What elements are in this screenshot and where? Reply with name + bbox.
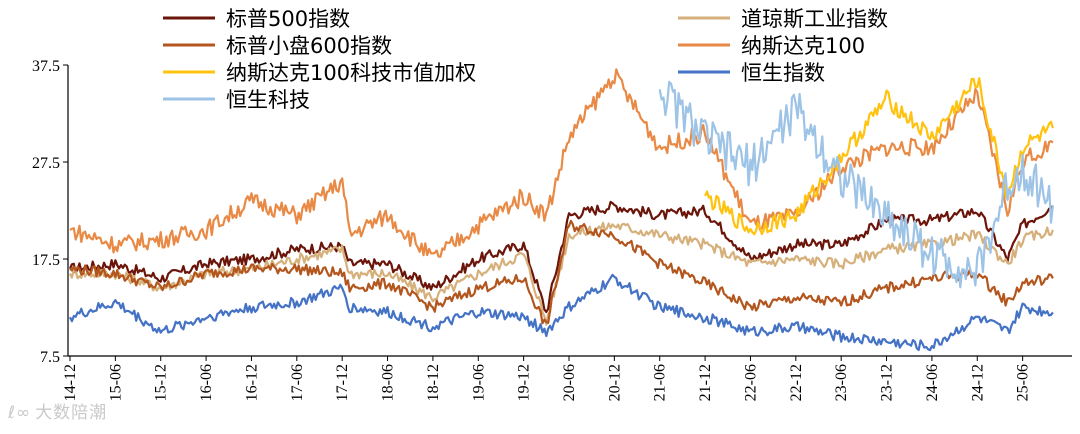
legend-label-2: 标普小盘600指数 bbox=[226, 34, 392, 58]
series-line-4 bbox=[704, 77, 1054, 236]
watermark: ℓ∞ 大数陪潮 bbox=[8, 398, 107, 423]
x-tick-label: 17-12 bbox=[334, 364, 351, 401]
x-tick-label: 16-12 bbox=[243, 364, 260, 401]
x-tick-label: 14-12 bbox=[62, 364, 79, 401]
series-line-2 bbox=[69, 219, 1054, 325]
x-tick-label: 20-06 bbox=[561, 364, 578, 401]
x-tick-label: 24-06 bbox=[924, 364, 941, 401]
legend-label-4: 纳斯达克100科技市值加权 bbox=[226, 61, 476, 85]
legend-label-1: 道琼斯工业指数 bbox=[741, 7, 888, 31]
legend-label-5: 恒生指数 bbox=[741, 61, 825, 85]
x-tick-label: 16-06 bbox=[198, 364, 215, 401]
axes: 7.5 17.5 27.5 37.5 14-12 15-06 15-12 16-06 16-12… bbox=[32, 58, 1072, 401]
x-tick-label: 23-12 bbox=[879, 364, 896, 401]
x-tick-label: 22-06 bbox=[742, 364, 759, 401]
x-tick-label: 22-12 bbox=[788, 364, 805, 401]
series-line-3 bbox=[69, 68, 1054, 258]
watermark-text: 大数陪潮 bbox=[35, 403, 108, 423]
x-tick-label: 21-12 bbox=[697, 364, 714, 401]
series-line-5 bbox=[69, 273, 1054, 352]
x-tick-label: 19-12 bbox=[516, 364, 533, 401]
x-tick-label: 18-12 bbox=[425, 364, 442, 401]
x-tick-label: 15-06 bbox=[107, 364, 124, 401]
watermark-logo-icon: ℓ∞ bbox=[8, 403, 32, 423]
x-tick-label: 17-06 bbox=[289, 364, 306, 401]
x-tick-label: 20-12 bbox=[606, 364, 623, 401]
x-tick-label: 21-06 bbox=[652, 364, 669, 401]
x-tick-label: 19-06 bbox=[470, 364, 487, 401]
legend-label-0: 标普500指数 bbox=[226, 7, 350, 31]
x-tick-label: 23-06 bbox=[833, 364, 850, 401]
legend-label-6: 恒生科技 bbox=[226, 88, 310, 112]
x-tick-label: 25-06 bbox=[1015, 364, 1032, 401]
series-line-6 bbox=[658, 80, 1054, 289]
y-tick-label: 37.5 bbox=[32, 58, 60, 75]
y-tick-label: 27.5 bbox=[32, 155, 60, 172]
series-layer bbox=[68, 68, 1054, 352]
y-tick-label: 7.5 bbox=[40, 349, 60, 366]
legend-label-3: 纳斯达克100 bbox=[741, 34, 865, 58]
x-tick-label: 18-06 bbox=[380, 364, 397, 401]
y-tick-label: 17.5 bbox=[32, 252, 60, 269]
x-tick-label: 24-12 bbox=[969, 364, 986, 401]
x-tick-label: 15-12 bbox=[153, 364, 170, 401]
